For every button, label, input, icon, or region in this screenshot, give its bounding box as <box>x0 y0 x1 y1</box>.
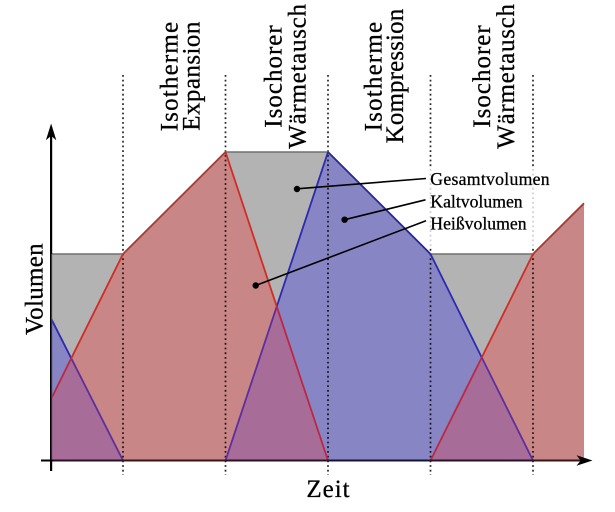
svg-text:Zeit: Zeit <box>306 476 350 503</box>
svg-text:Heißvolumen: Heißvolumen <box>430 214 526 234</box>
svg-text:Wärmetausch: Wärmetausch <box>284 3 311 148</box>
svg-text:Gesamtvolumen: Gesamtvolumen <box>430 169 550 189</box>
svg-text:Kaltvolumen: Kaltvolumen <box>430 192 523 212</box>
svg-text:Wärmetausch: Wärmetausch <box>493 3 520 148</box>
svg-text:Isotherme: Isotherme <box>361 21 388 132</box>
svg-text:Isotherme: Isotherme <box>156 21 183 132</box>
svg-text:Isochorer: Isochorer <box>260 24 287 127</box>
svg-text:Volumen: Volumen <box>21 243 48 335</box>
svg-text:Kompression: Kompression <box>382 8 409 143</box>
svg-text:Isochorer: Isochorer <box>469 24 496 127</box>
svg-text:Expansion: Expansion <box>178 21 205 131</box>
